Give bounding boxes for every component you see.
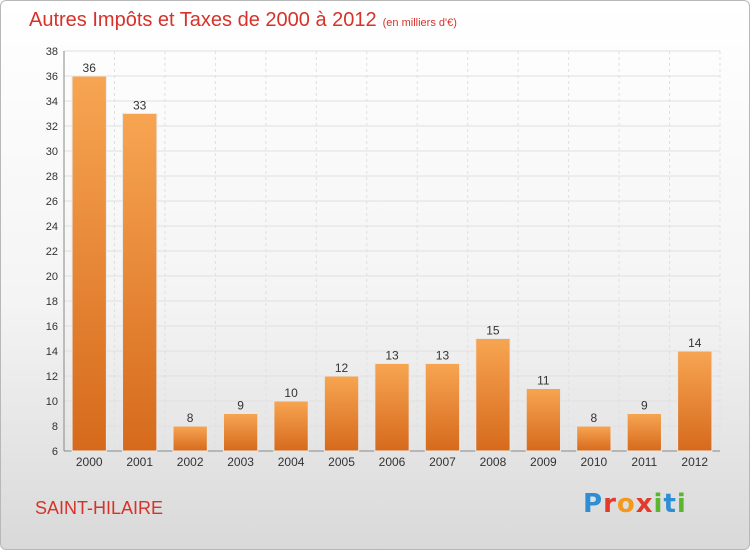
bar-2012: [677, 350, 713, 452]
bar-2006: [374, 363, 410, 452]
x-tick-label: 2007: [429, 455, 456, 469]
x-tick-label: 2008: [480, 455, 507, 469]
x-tick-label: 2012: [681, 455, 708, 469]
x-tick-label: 2004: [278, 455, 305, 469]
bar-2003: [222, 413, 259, 452]
y-tick-label: 14: [46, 346, 58, 358]
bar-2000: [71, 75, 107, 452]
axis-layer: 6 8 10 12 14 16 18 20 22 24 26 28 30 32 34 36 38 2000 2001…: [46, 46, 720, 469]
y-tick-label: 20: [46, 271, 58, 283]
data-label-2001: 33: [133, 99, 147, 113]
chart-title-text: Autres Impôts et Taxes de 2000 à 2012: [29, 9, 377, 31]
bar-2004: [273, 400, 309, 452]
bar-2001: [122, 113, 158, 452]
x-tick-label: 2010: [580, 455, 607, 469]
bar-2008: [475, 338, 511, 452]
data-label-2005: 12: [335, 361, 349, 375]
data-label-2002: 8: [187, 411, 194, 425]
data-label-2008: 15: [486, 324, 500, 338]
data-label-2006: 13: [385, 349, 399, 363]
x-tick-label: 2003: [227, 455, 254, 469]
data-label-2000: 36: [83, 61, 97, 75]
y-tick-label: 24: [46, 221, 58, 233]
y-tick-label: 6: [52, 446, 58, 458]
commune-name: SAINT-HILAIRE: [35, 498, 164, 518]
chart-subtitle: (en milliers d'€): [382, 17, 457, 29]
bar-2005: [323, 375, 360, 452]
y-tick-label: 38: [46, 46, 58, 58]
y-tick-label: 28: [46, 171, 58, 183]
y-tick-label: 30: [46, 146, 58, 158]
data-label-2007: 13: [436, 349, 450, 363]
data-label-2010: 8: [591, 411, 598, 425]
bar-2009: [525, 388, 562, 452]
data-label-2011: 9: [641, 399, 648, 413]
x-tick-label: 2006: [379, 455, 406, 469]
y-tick-label: 26: [46, 196, 58, 208]
x-tick-label: 2002: [177, 455, 204, 469]
bar-2007: [424, 363, 461, 452]
label-layer: 36 33 8 9 10 12 13 13 15 11 8 9 14: [83, 61, 702, 425]
x-tick-label: 2005: [328, 455, 355, 469]
chart-title: Autres Impôts et Taxes de 2000 à 2012 (en…: [29, 9, 457, 32]
y-tick-label: 16: [46, 321, 58, 333]
data-label-2003: 9: [237, 399, 244, 413]
x-tick-label: 2001: [126, 455, 153, 469]
x-tick-label: 2000: [76, 455, 103, 469]
bar-2002: [172, 425, 208, 452]
y-tick-label: 32: [46, 121, 58, 133]
y-tick-label: 22: [46, 246, 58, 258]
data-label-2012: 14: [688, 336, 702, 350]
x-tick-label: 2009: [530, 455, 557, 469]
y-tick-label: 18: [46, 296, 58, 308]
data-label-2004: 10: [284, 386, 298, 400]
x-tick-label: 2011: [631, 455, 657, 469]
proxiti-logo: Proxiti: [583, 489, 687, 519]
bar-2011: [626, 413, 662, 452]
y-tick-label: 36: [46, 71, 58, 83]
bar-2010: [576, 425, 612, 452]
y-tick-label: 34: [46, 96, 58, 108]
y-tick-label: 12: [46, 371, 58, 383]
y-tick-label: 8: [52, 421, 58, 433]
bar-layer: [71, 75, 713, 452]
y-tick-label: 10: [46, 396, 58, 408]
data-label-2009: 11: [537, 374, 550, 388]
